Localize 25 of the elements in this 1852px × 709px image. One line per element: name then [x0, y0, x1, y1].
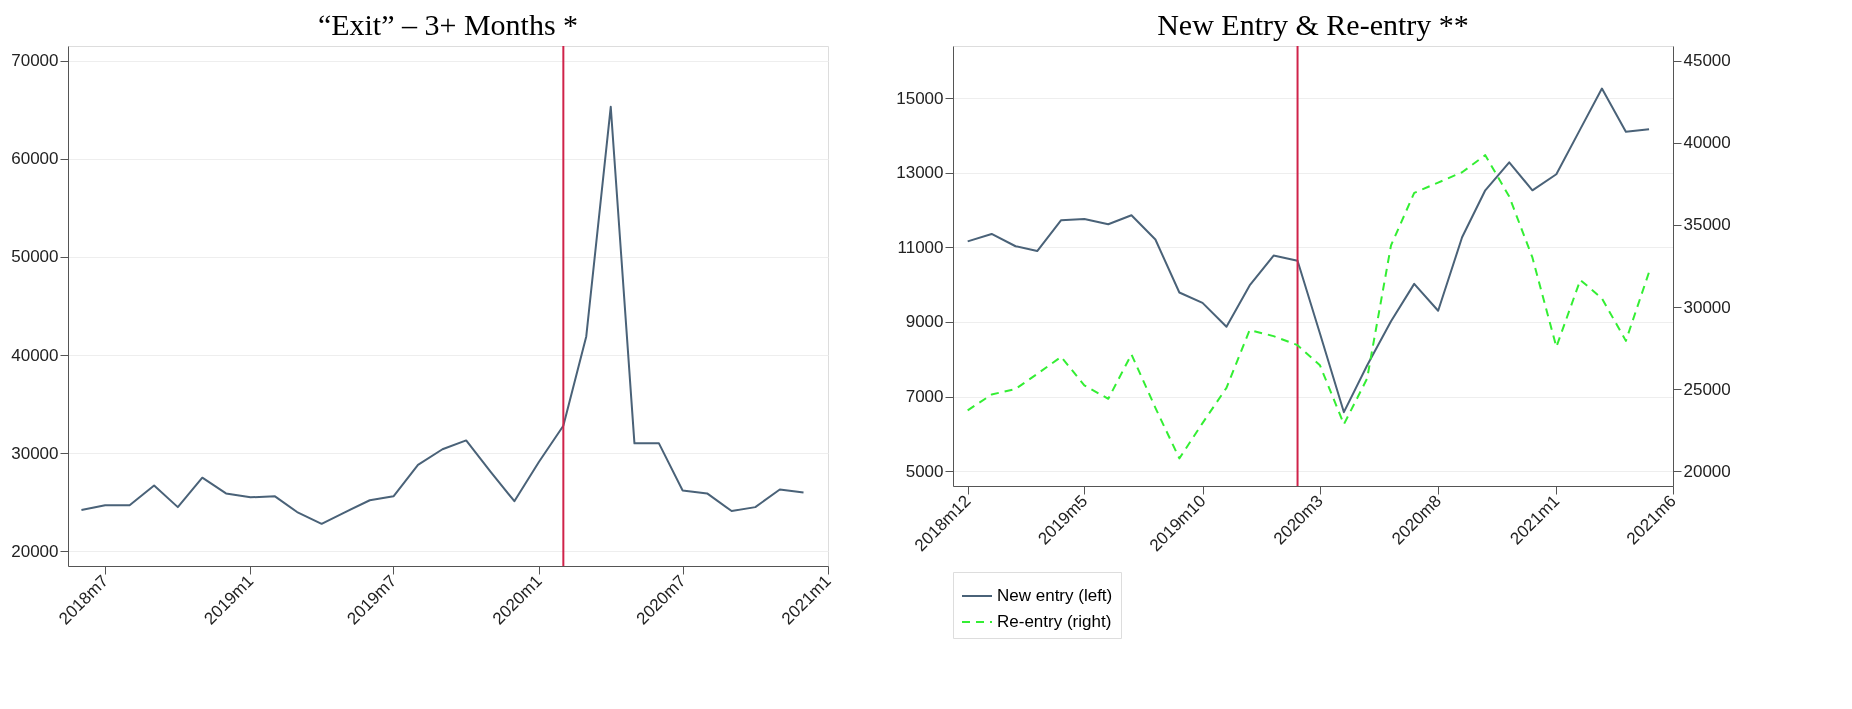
y-tick-label: 30000: [11, 443, 59, 463]
chart-title: “Exit” – 3+ Months *: [317, 8, 579, 41]
y-tick-label: 15000: [896, 88, 944, 108]
y-tick-label: 9000: [905, 312, 944, 332]
y2-tick-label: 45000: [1683, 51, 1731, 71]
y2-tick-label: 30000: [1683, 297, 1731, 317]
y-tick-label: 70000: [11, 51, 59, 71]
y-tick-label: 13000: [896, 163, 944, 183]
legend-label: New entry (left): [997, 586, 1113, 605]
chart-title: New Entry & Re-entry **: [1157, 8, 1469, 41]
y2-tick-label: 40000: [1683, 133, 1731, 153]
y-tick-label: 11000: [897, 237, 944, 257]
y-tick-label: 40000: [11, 345, 59, 365]
legend-label: Re-entry (right): [997, 612, 1112, 631]
y-tick-label: 50000: [11, 247, 59, 267]
line-series: [966, 87, 1651, 414]
y2-tick-label: 35000: [1683, 215, 1731, 235]
line-series: [80, 105, 805, 525]
y2-tick-label: 20000: [1683, 461, 1731, 481]
y-tick-label: 7000: [905, 387, 944, 407]
y2-tick-label: 25000: [1683, 379, 1731, 399]
line-series: [966, 154, 1651, 460]
y-tick-label: 5000: [905, 461, 944, 481]
y-tick-label: 60000: [11, 149, 59, 169]
y-tick-label: 20000: [11, 541, 59, 561]
